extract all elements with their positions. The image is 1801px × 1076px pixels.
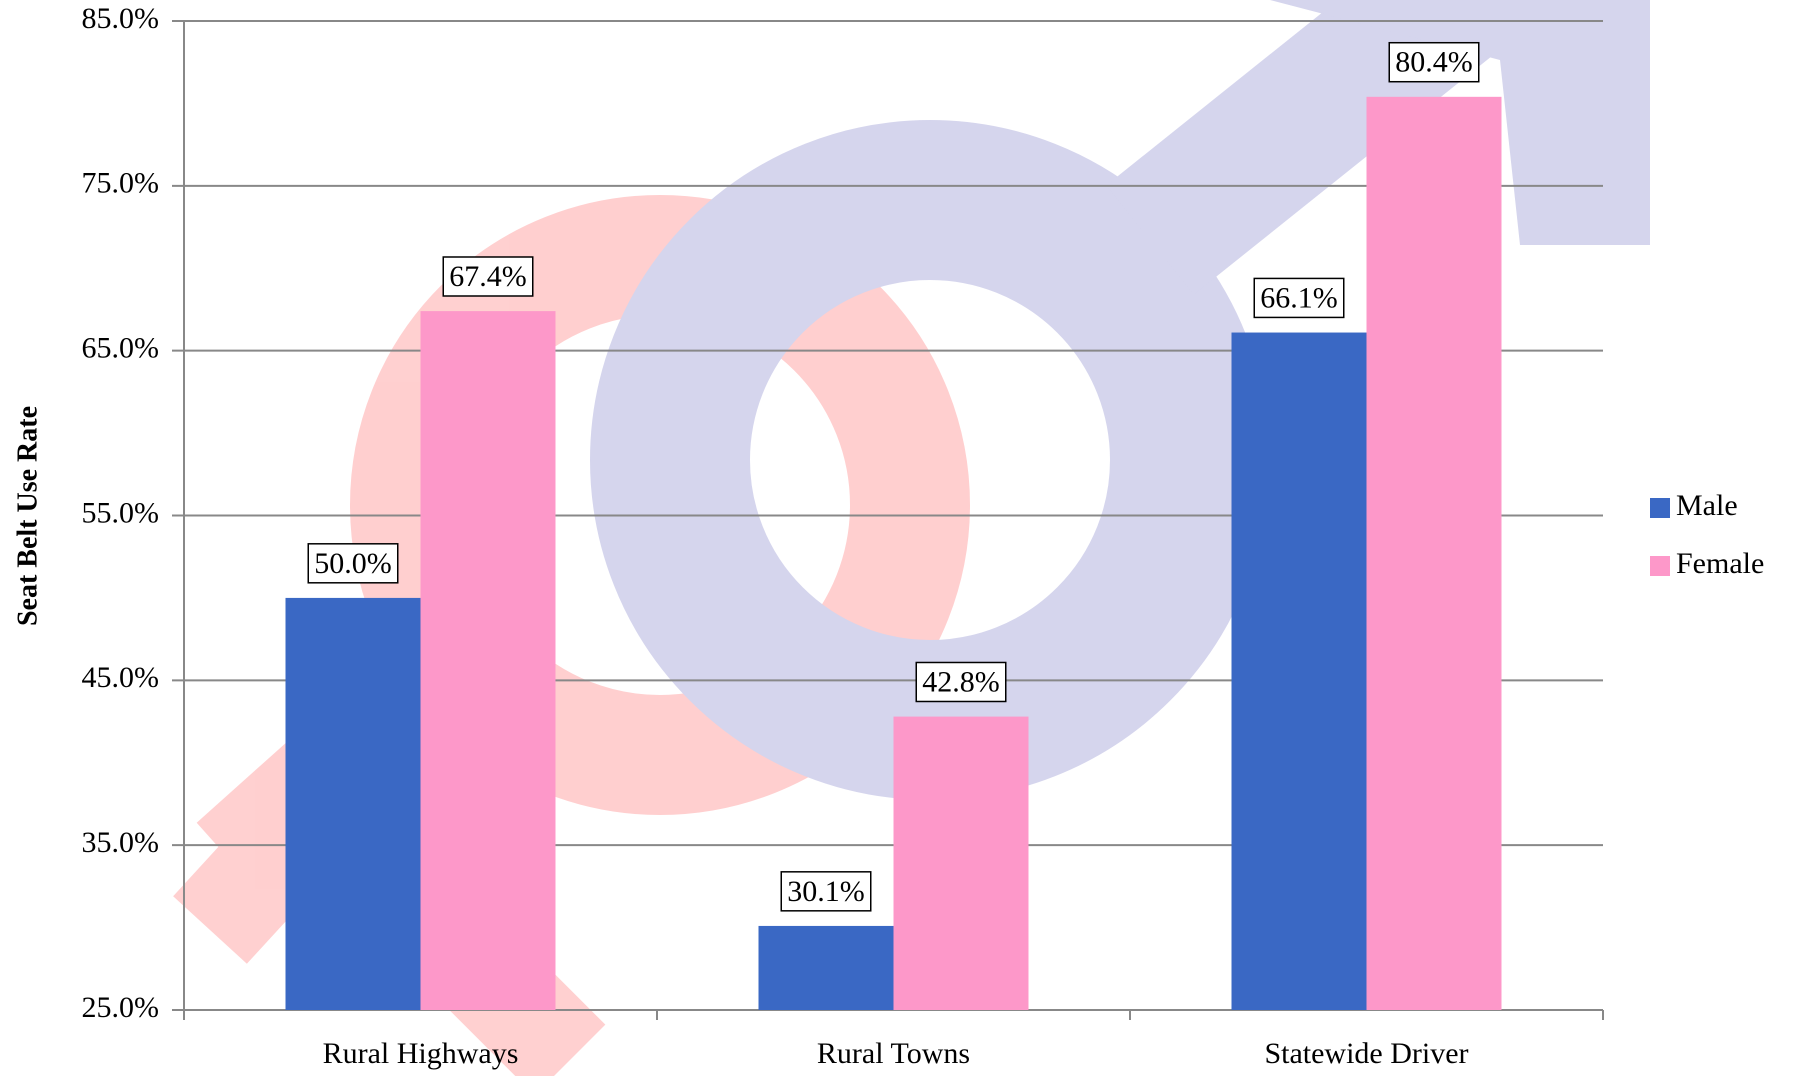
x-tick-label: Rural Highways [323,1037,519,1070]
y-tick-label: 75.0% [82,167,160,200]
y-tick-label: 35.0% [82,826,160,859]
legend-swatch [1650,556,1670,576]
data-label-box [1388,41,1480,83]
bar [893,716,1029,1010]
data-label: 66.1% [1260,281,1338,314]
legend-label: Male [1676,489,1738,522]
bar [285,597,421,1010]
male-symbol-shaft [1106,0,1494,295]
legend-swatch [1650,498,1670,518]
y-tick-label: 65.0% [82,332,160,365]
x-tick-label: Rural Towns [817,1037,970,1070]
data-label-box [442,256,534,297]
y-tick-label: 25.0% [82,991,160,1024]
legend-label: Female [1676,547,1764,580]
data-label-box [307,543,399,584]
y-tick-label: 85.0% [82,2,160,35]
male-symbol-arrow [1270,0,1650,245]
bar [1366,96,1502,1010]
y-axis-title: Seat Belt Use Rate [12,406,43,626]
data-label-box [1253,277,1345,319]
x-tick-label: Statewide Driver [1264,1037,1468,1070]
bar [758,925,894,1010]
female-symbol-ring [350,195,970,815]
bar [1231,332,1367,1010]
y-tick-label: 45.0% [82,661,160,694]
data-label: 42.8% [922,665,1000,698]
data-label: 50.0% [314,547,392,580]
data-label: 30.1% [787,875,865,908]
y-tick-label: 55.0% [82,496,160,529]
data-label: 80.4% [1395,46,1473,79]
bar [420,311,556,1010]
data-label: 67.4% [449,260,527,293]
data-label-box [915,661,1007,703]
data-label-box [780,871,872,912]
